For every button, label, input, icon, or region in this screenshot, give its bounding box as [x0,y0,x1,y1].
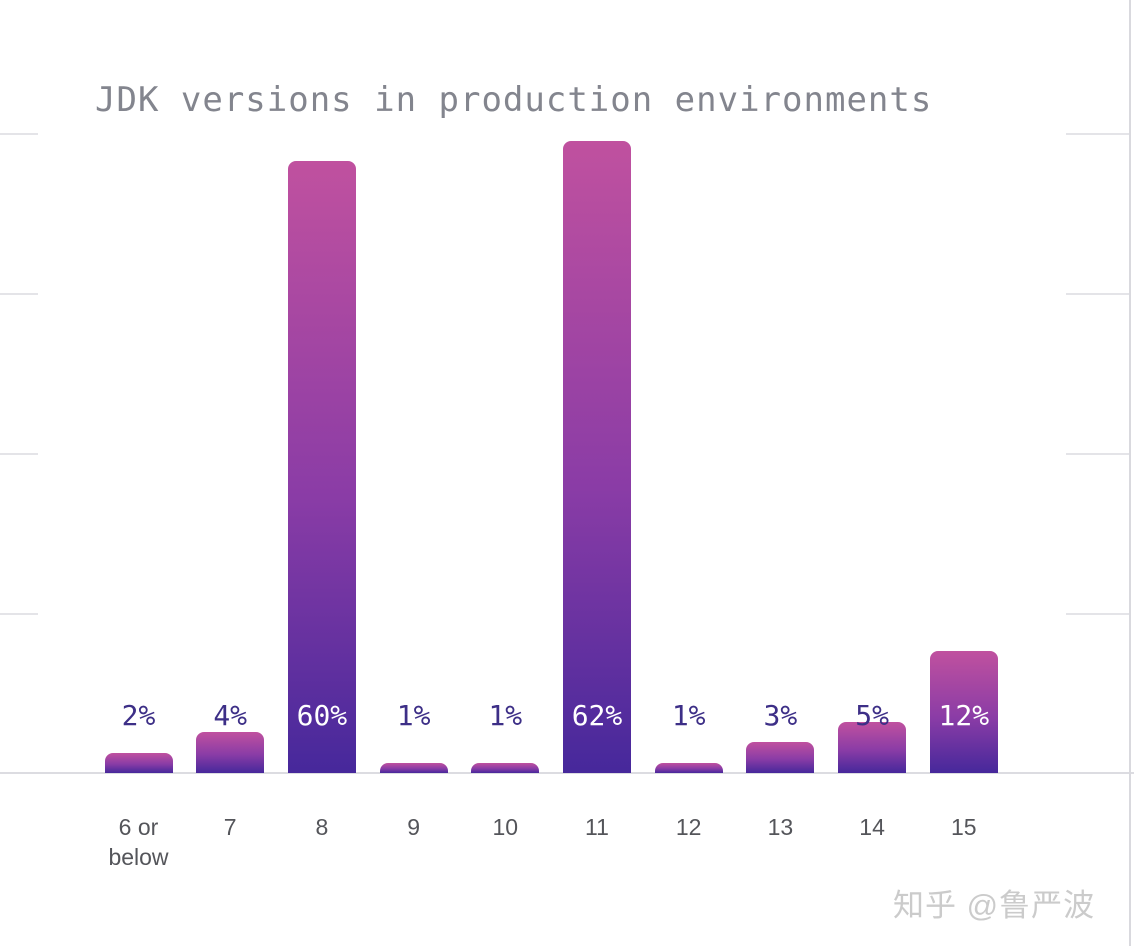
bar-value-label: 3% [763,699,798,732]
gridline-left-segment [0,293,38,295]
gridline-right-segment [1066,453,1130,455]
category-label: 6 or below [108,814,169,870]
right-border-line [1129,0,1131,946]
category-label: 15 [951,814,977,840]
category-label: 9 [407,814,420,840]
bar-value-label: 4% [213,699,248,732]
bar-value-label: 1% [671,699,706,732]
bar-jdk-9 [379,763,448,773]
bar-value-label: 60% [296,699,348,732]
chart-title: JDK versions in production environments [95,80,933,120]
gridline-left-segment [0,613,38,615]
category-label: 8 [315,814,329,840]
bar-jdk-12 [654,763,723,773]
category-label: 10 [492,814,519,840]
gridline-right-segment [1066,133,1130,135]
bar-jdk-15 [929,651,998,773]
bar-value-label: 2% [121,699,156,732]
bar-value-label: 5% [855,699,889,732]
zhihu-watermark: 知乎 @鲁严波 [893,888,1096,923]
category-label: 14 [859,814,885,840]
bar-jdk-11 [563,141,631,773]
x-axis-baseline [0,772,1134,774]
bar-jdk-13 [746,742,815,773]
category-label: 12 [675,814,702,840]
gridline-right-segment [1066,613,1130,615]
category-label: 11 [585,814,609,840]
bar-value-label: 1% [488,699,523,732]
category-label: 13 [767,814,794,840]
gridline-left-segment [0,133,38,135]
bar-value-label: 12% [938,699,990,732]
bar-value-label: 1% [396,699,431,732]
bar-jdk-14 [838,722,907,773]
bar-jdk-6-or-below [104,753,173,773]
bar-jdk-7 [196,732,265,773]
category-label: 7 [223,814,237,840]
bar-value-label: 62% [571,699,623,732]
bar-jdk-8 [287,161,356,773]
gridline-left-segment [0,453,38,455]
gridline-right-segment [1066,293,1130,295]
bar-jdk-10 [471,763,540,773]
